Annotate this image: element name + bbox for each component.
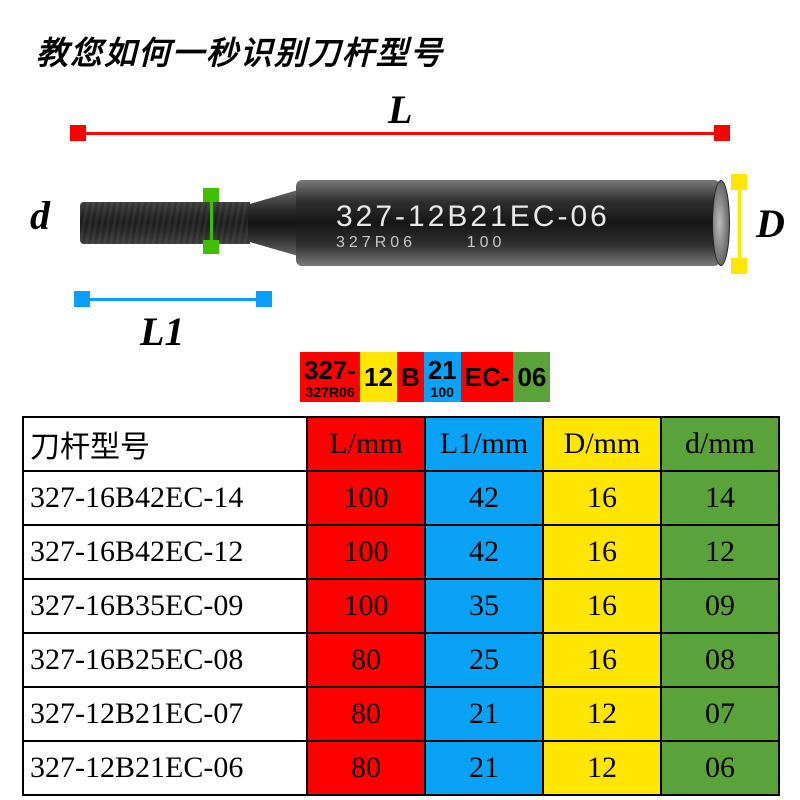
table-cell: 327-12B21EC-07 [23,687,307,741]
tool-body: 327-12B21EC-06 327R06 100 [80,174,720,270]
legend-segment: 327-327R06 [300,352,360,402]
table-cell: 327-12B21EC-06 [23,741,307,795]
table-cell: 16 [543,579,661,633]
table-cell: 21 [425,687,543,741]
table-header-cell: L1/mm [425,417,543,471]
table-header-cell: D/mm [543,417,661,471]
model-legend: 327-327R0612B21100EC-06 [300,352,550,402]
tool-diagram: L 327-12B21EC-06 327R06 100 d D L1 327-3… [0,100,800,380]
table-cell: 100 [307,525,425,579]
table-header-cell: 刀杆型号 [23,417,307,471]
table-cell: 35 [425,579,543,633]
dimension-D-label: D [756,200,785,247]
legend-segment: 21100 [424,352,461,402]
legend-segment: 06 [513,352,550,402]
tool-marking-sub: 327R06 100 [336,234,505,252]
table-cell: 327-16B42EC-14 [23,471,307,525]
table-cell: 327-16B35EC-09 [23,579,307,633]
table-cell: 327-16B42EC-12 [23,525,307,579]
legend-segment: EC- [461,352,514,402]
table-cell: 12 [543,687,661,741]
table-row: 327-16B25EC-0880251608 [23,633,779,687]
table-row: 327-16B35EC-09100351609 [23,579,779,633]
table-header-row: 刀杆型号L/mmL1/mmD/mmd/mm [23,417,779,471]
tool-marking-main: 327-12B21EC-06 [336,200,610,234]
tool-taper [248,190,298,256]
dimension-L1-label: L1 [140,308,184,355]
table-cell: 16 [543,525,661,579]
tool-end-face [712,180,730,266]
table-cell: 327-16B25EC-08 [23,633,307,687]
table-header-cell: d/mm [661,417,779,471]
table-cell: 07 [661,687,779,741]
table-cell: 21 [425,741,543,795]
table-row: 327-12B21EC-0680211206 [23,741,779,795]
table-cell: 42 [425,525,543,579]
table-cell: 80 [307,633,425,687]
table-cell: 06 [661,741,779,795]
table-cell: 100 [307,471,425,525]
table-cell: 16 [543,471,661,525]
table-cell: 100 [307,579,425,633]
page-title: 教您如何一秒识别刀杆型号 [36,28,444,74]
table-cell: 08 [661,633,779,687]
table-cell: 14 [661,471,779,525]
legend-segment: 12 [360,352,397,402]
dimension-L-label: L [388,86,412,133]
table-row: 327-16B42EC-14100421614 [23,471,779,525]
dimension-d-label: d [30,192,50,239]
table-cell: 80 [307,741,425,795]
table-cell: 09 [661,579,779,633]
table-header-cell: L/mm [307,417,425,471]
table-cell: 12 [543,741,661,795]
tool-head [80,202,250,244]
legend-segment: B [397,352,424,402]
table-row: 327-12B21EC-0780211207 [23,687,779,741]
table-cell: 42 [425,471,543,525]
table-row: 327-16B42EC-12100421612 [23,525,779,579]
spec-table: 刀杆型号L/mmL1/mmD/mmd/mm327-16B42EC-1410042… [22,416,780,796]
table-cell: 25 [425,633,543,687]
table-cell: 16 [543,633,661,687]
table-cell: 80 [307,687,425,741]
table-cell: 12 [661,525,779,579]
